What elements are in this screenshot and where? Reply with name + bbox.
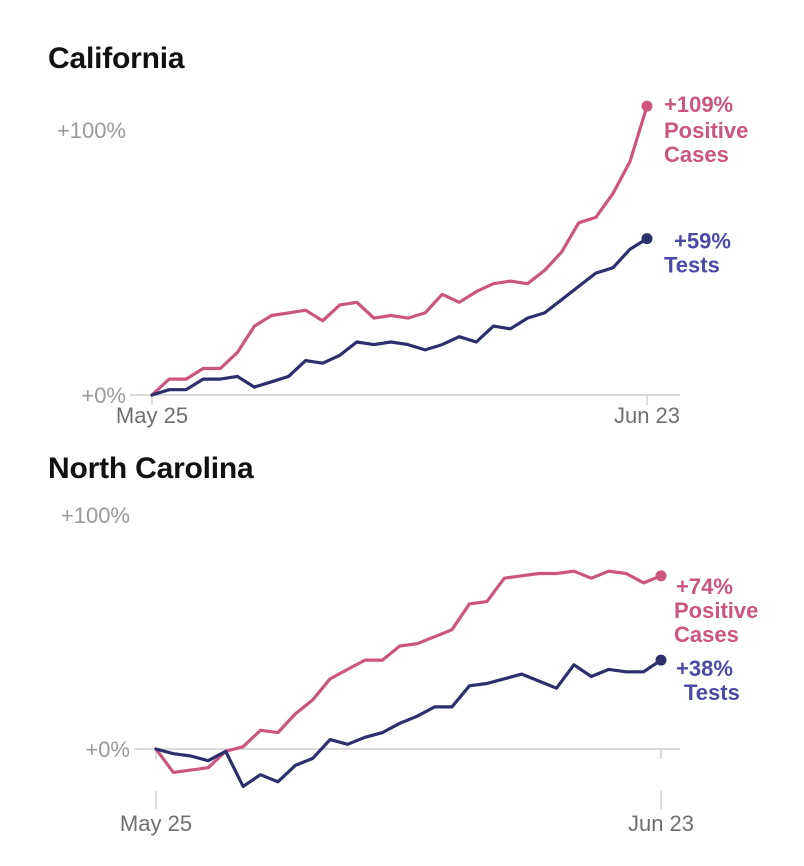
y-tick-label: +0% — [81, 383, 126, 408]
series-end-label-cases: +74% — [676, 574, 733, 599]
x-tick-label-start: May 25 — [120, 811, 192, 836]
series-end-label-tests: Tests — [664, 253, 720, 278]
series-end-dot-tests — [655, 654, 667, 666]
y-tick-label: +0% — [85, 737, 130, 762]
series-end-label-tests: Tests — [684, 680, 740, 705]
series-end-dot-cases — [641, 100, 653, 112]
series-line-tests — [150, 237, 649, 397]
series-end-dot-cases — [655, 570, 667, 582]
x-tick-label-start: May 25 — [116, 403, 188, 428]
y-tick-label: +100% — [57, 118, 126, 143]
series-end-label-cases: Positive — [674, 598, 758, 623]
series-end-label-cases: Cases — [664, 142, 729, 167]
x-tick-label-end: Jun 23 — [614, 403, 680, 428]
chart-title: California — [48, 42, 185, 75]
chart-panel-california: California +100% +0% May 25 Jun 23 +109% Posi… — [48, 42, 749, 428]
y-tick-label: +100% — [61, 503, 130, 528]
series-line-cases — [150, 104, 649, 397]
series-end-label-cases: +109% — [664, 92, 733, 117]
series-line-tests — [154, 658, 663, 788]
series-end-label-tests: +38% — [676, 656, 733, 681]
x-tick-label-end: Jun 23 — [628, 811, 694, 836]
chart-title: North Carolina — [48, 452, 254, 485]
series-end-dot-tests — [641, 233, 653, 245]
series-end-label-tests: +59% — [674, 229, 731, 254]
series-end-label-cases: Positive — [664, 118, 748, 143]
series-line-cases — [154, 569, 663, 774]
chart-panel-north-carolina: North Carolina +100% +0% May 25 Jun 23 +74% P… — [0, 440, 804, 866]
series-end-label-cases: Cases — [674, 622, 739, 647]
